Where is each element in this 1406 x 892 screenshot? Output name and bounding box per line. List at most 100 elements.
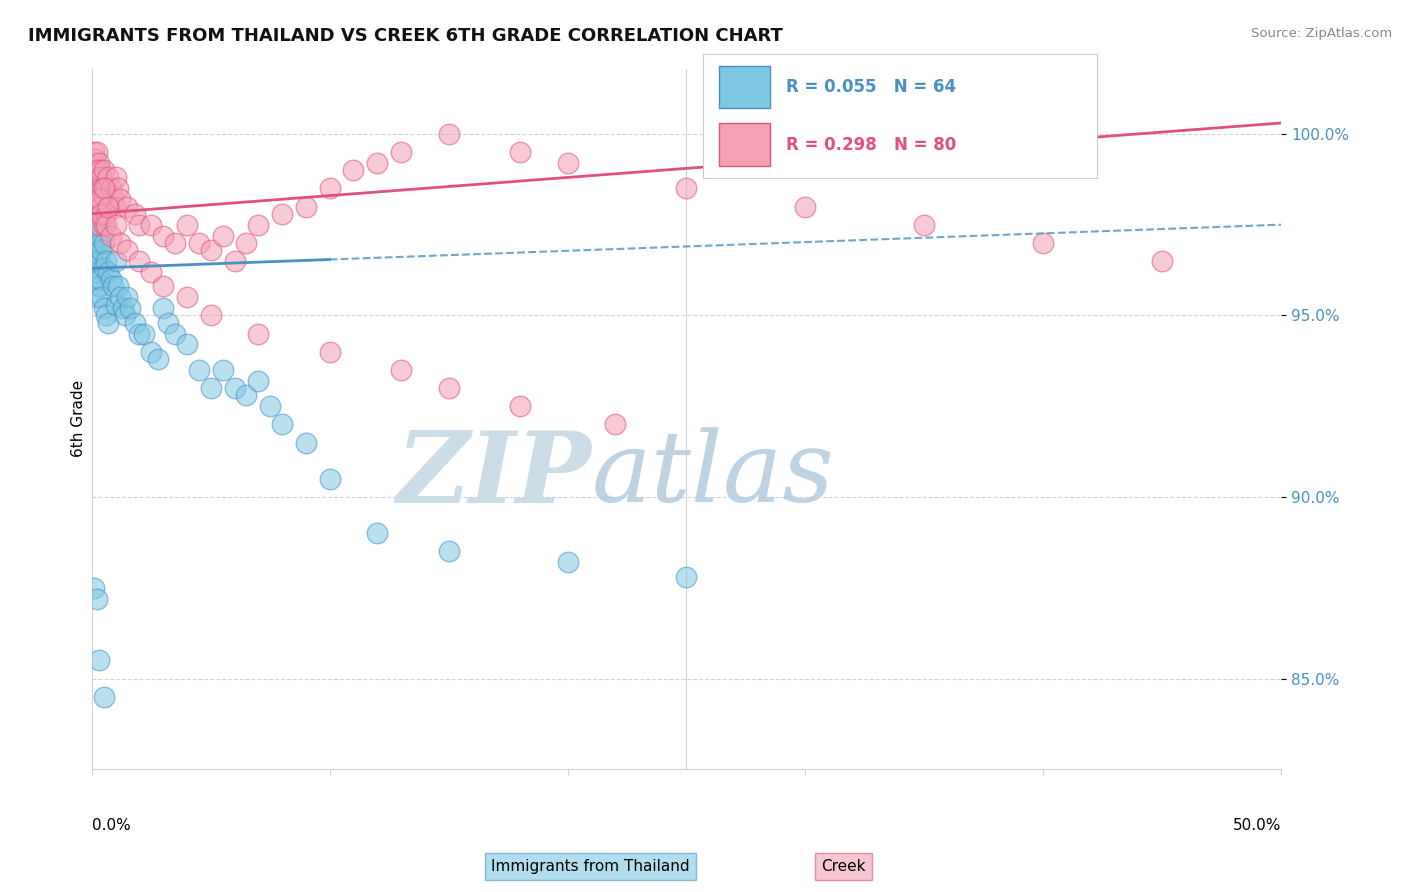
Point — [141, 344, 163, 359]
Point — [89, 235, 111, 250]
Point — [152, 228, 174, 243]
Point — [128, 218, 150, 232]
Bar — [718, 123, 770, 166]
Point — [114, 309, 136, 323]
Point — [83, 145, 105, 159]
Point — [187, 235, 209, 250]
Point — [90, 207, 112, 221]
Text: R = 0.298   N = 80: R = 0.298 N = 80 — [786, 136, 956, 153]
Point — [100, 228, 122, 243]
Point — [557, 555, 579, 569]
Point — [211, 363, 233, 377]
Point — [259, 399, 281, 413]
Point — [94, 218, 117, 232]
Point — [84, 163, 107, 178]
Point — [84, 214, 107, 228]
Point — [93, 218, 115, 232]
Point — [247, 218, 270, 232]
Point — [117, 200, 139, 214]
Point — [83, 153, 105, 167]
Point — [83, 243, 105, 257]
Point — [124, 207, 146, 221]
Point — [97, 316, 120, 330]
Point — [83, 207, 105, 221]
Point — [110, 192, 132, 206]
Point — [83, 163, 105, 178]
Point — [97, 200, 120, 214]
Point — [794, 200, 817, 214]
Point — [110, 235, 132, 250]
Point — [1152, 254, 1174, 268]
Point — [104, 200, 127, 214]
Point — [97, 265, 120, 279]
Point — [104, 218, 127, 232]
Point — [86, 290, 108, 304]
Point — [84, 192, 107, 206]
Point — [271, 207, 294, 221]
Point — [87, 265, 110, 279]
Point — [117, 290, 139, 304]
Point — [94, 254, 117, 268]
Point — [86, 145, 108, 159]
Point — [107, 181, 129, 195]
Point — [509, 145, 531, 159]
Point — [87, 254, 110, 268]
Point — [342, 163, 364, 178]
Point — [93, 261, 115, 276]
Point — [603, 417, 626, 432]
Point — [93, 235, 115, 250]
Point — [235, 235, 257, 250]
Point — [86, 591, 108, 606]
Point — [86, 163, 108, 178]
Point — [84, 265, 107, 279]
Point — [104, 297, 127, 311]
Point — [87, 181, 110, 195]
Point — [141, 265, 163, 279]
Point — [117, 243, 139, 257]
Point — [83, 225, 105, 239]
Point — [93, 181, 115, 195]
Point — [211, 228, 233, 243]
Text: ZIP: ZIP — [396, 426, 592, 524]
Point — [366, 156, 388, 170]
Point — [163, 326, 186, 341]
Point — [86, 221, 108, 235]
Point — [295, 435, 318, 450]
Point — [97, 170, 120, 185]
Point — [271, 417, 294, 432]
Point — [176, 337, 198, 351]
Point — [100, 272, 122, 286]
Point — [94, 207, 117, 221]
Point — [87, 235, 110, 250]
Point — [187, 363, 209, 377]
Point — [104, 170, 127, 185]
Point — [148, 351, 170, 366]
Point — [90, 290, 112, 304]
Point — [93, 163, 115, 178]
Point — [91, 181, 114, 195]
Text: Immigrants from Thailand: Immigrants from Thailand — [491, 859, 690, 874]
Point — [82, 235, 104, 250]
Point — [90, 170, 112, 185]
Text: Creek: Creek — [821, 859, 866, 874]
Point — [224, 254, 246, 268]
Point — [89, 272, 111, 286]
Y-axis label: 6th Grade: 6th Grade — [72, 380, 86, 458]
Point — [87, 218, 110, 232]
Point — [437, 127, 460, 141]
Point — [318, 181, 340, 195]
Point — [124, 316, 146, 330]
Point — [437, 544, 460, 558]
Text: Source: ZipAtlas.com: Source: ZipAtlas.com — [1251, 27, 1392, 40]
Point — [93, 188, 115, 202]
Point — [86, 272, 108, 286]
Point — [318, 344, 340, 359]
Point — [104, 254, 127, 268]
Point — [111, 301, 134, 315]
Bar — [718, 66, 770, 109]
Point — [93, 690, 115, 704]
Point — [437, 381, 460, 395]
Point — [1032, 235, 1054, 250]
Point — [89, 163, 111, 178]
Point — [152, 301, 174, 315]
